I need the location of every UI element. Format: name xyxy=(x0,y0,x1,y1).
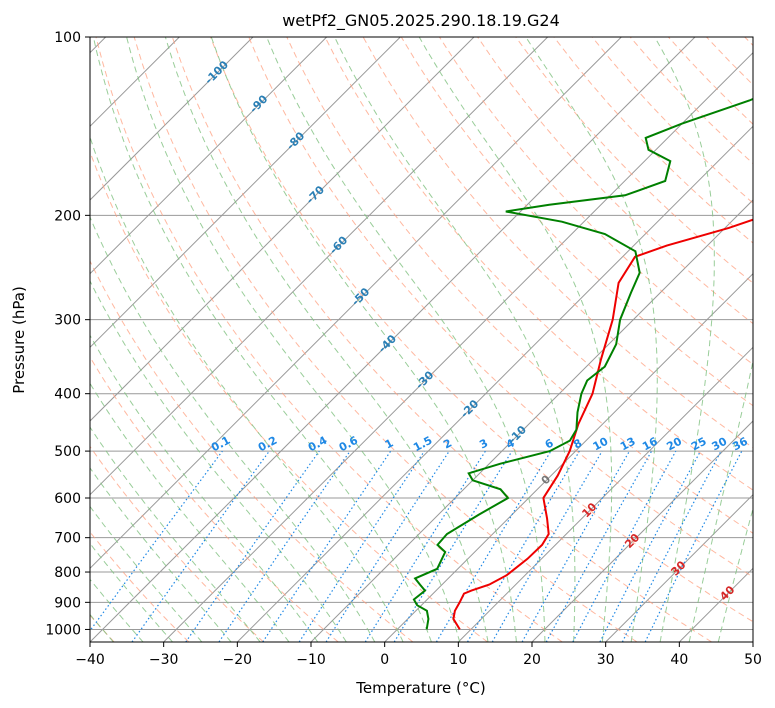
x-tick-label: 40 xyxy=(670,652,688,668)
y-axis-ticks: 100 200 300 400 500 600 700 800 900 1000 xyxy=(45,30,90,638)
y-tick-label: 600 xyxy=(54,491,81,507)
isotherm-line xyxy=(90,37,254,201)
moist-adiabat-line xyxy=(90,215,376,642)
y-tick-label: 1000 xyxy=(45,622,81,638)
x-tick-label: −20 xyxy=(223,652,253,668)
mixing-ratio-label: 20 xyxy=(664,435,684,454)
chart-title: wetPf2_GN05.2025.290.18.19.G24 xyxy=(282,11,560,31)
dry-adiabat-line xyxy=(95,37,563,642)
moist-adiabat-line xyxy=(90,135,404,642)
mixing-ratio-lines xyxy=(90,450,743,642)
isotherm-line xyxy=(457,346,753,642)
moist-adiabat-line xyxy=(266,37,546,642)
y-tick-label: 800 xyxy=(54,565,81,581)
moist-adiabat-line xyxy=(90,578,144,642)
y-tick-label: 700 xyxy=(54,531,81,547)
x-tick-label: −30 xyxy=(149,652,179,668)
isotherm-line xyxy=(531,420,753,642)
plot-area: 0.1 0.2 0.4 0.6 1 1.5 2 3 4 6 8 10 13 16 20 25 30 36-100-… xyxy=(90,37,753,642)
dry-adiabat-line xyxy=(90,259,414,642)
dry-adiabat-line xyxy=(171,37,712,642)
moist-adiabat-line xyxy=(334,37,576,642)
moist-adiabat-line xyxy=(90,467,232,642)
y-tick-label: 900 xyxy=(54,595,81,611)
isotherm-line xyxy=(90,37,475,422)
mixing-ratio-label: 36 xyxy=(730,435,750,454)
x-tick-label: −40 xyxy=(75,652,105,668)
mixing-ratio-line xyxy=(185,450,320,642)
y-tick-label: 500 xyxy=(54,444,81,460)
mixing-ratio-label: 13 xyxy=(618,435,638,454)
moist-adiabat-line xyxy=(90,542,173,642)
dry-adiabat-line xyxy=(324,37,753,491)
x-axis-ticks: −40 −30 −20 −10 0 10 20 30 40 50 xyxy=(75,642,762,668)
x-tick-label: 20 xyxy=(523,652,541,668)
mixing-ratio-label: 25 xyxy=(689,435,709,454)
y-tick-label: 400 xyxy=(54,387,81,403)
dry-adiabat-line xyxy=(515,37,753,284)
mixing-ratio-line xyxy=(545,450,653,642)
x-tick-label: −10 xyxy=(296,652,326,668)
mixing-ratio-line xyxy=(644,450,743,642)
mixing-ratio-line xyxy=(218,450,351,642)
mixing-ratio-label: 16 xyxy=(640,435,660,454)
moist-adiabat-line xyxy=(717,506,753,642)
x-tick-label: 50 xyxy=(744,652,762,668)
x-tick-label: 30 xyxy=(597,652,615,668)
x-axis-label: Temperature (°C) xyxy=(355,679,485,697)
y-axis-label: Pressure (hPa) xyxy=(10,286,28,394)
plot-frame xyxy=(89,36,754,643)
mixing-ratio-line xyxy=(131,450,270,642)
mixing-ratio-label: 10 xyxy=(591,435,611,454)
dry-adiabat-line xyxy=(248,37,753,578)
mixing-ratio-line xyxy=(90,450,223,632)
moist-adiabat-line xyxy=(90,426,261,642)
dry-adiabat-line xyxy=(286,37,753,534)
moist-adiabat-line xyxy=(525,37,658,642)
mixing-ratio-label: 30 xyxy=(710,435,730,454)
dry-adiabat-line xyxy=(210,37,753,623)
pressure-gridlines xyxy=(90,37,753,630)
isotherm-line xyxy=(384,272,753,642)
x-tick-label: 0 xyxy=(380,652,389,668)
temperature-series-line xyxy=(452,218,753,630)
mixing-ratio-line xyxy=(325,450,450,642)
moist-adiabat-line xyxy=(654,37,715,642)
dry-adiabat-lines xyxy=(90,37,753,642)
isotherm-line xyxy=(90,37,328,275)
moist-adiabat-line xyxy=(418,37,613,642)
moist-adiabat-line xyxy=(90,382,290,642)
dry-adiabat-line xyxy=(90,445,264,642)
dewpoint-series-line xyxy=(412,97,753,630)
y-tick-label: 200 xyxy=(54,208,81,224)
moist-adiabat-line xyxy=(164,37,489,642)
moist-adiabat-line xyxy=(126,37,461,642)
mixing-ratio-line xyxy=(393,450,513,642)
x-tick-label: 10 xyxy=(449,652,467,668)
moist-adiabat-line xyxy=(90,505,203,642)
moist-adiabat-line xyxy=(688,358,753,642)
mixing-ratio-line xyxy=(262,450,392,642)
isotherm-line xyxy=(90,37,696,642)
mixing-ratio-line xyxy=(298,450,425,642)
isotherm-line xyxy=(605,493,753,642)
isotherm-lines xyxy=(90,37,753,642)
moist-adiabat-line xyxy=(90,334,319,642)
isotherm-line xyxy=(90,37,401,349)
moist-adiabat-line xyxy=(210,37,517,642)
isotherm-line xyxy=(236,125,753,642)
dry-adiabat-line xyxy=(90,356,339,642)
y-tick-label: 300 xyxy=(54,313,81,329)
y-tick-label: 100 xyxy=(54,30,81,46)
mixing-ratio-line xyxy=(572,450,677,642)
mixing-ratio-line xyxy=(521,450,631,642)
isotherm-line xyxy=(163,51,753,642)
isotherm-line xyxy=(90,37,549,496)
